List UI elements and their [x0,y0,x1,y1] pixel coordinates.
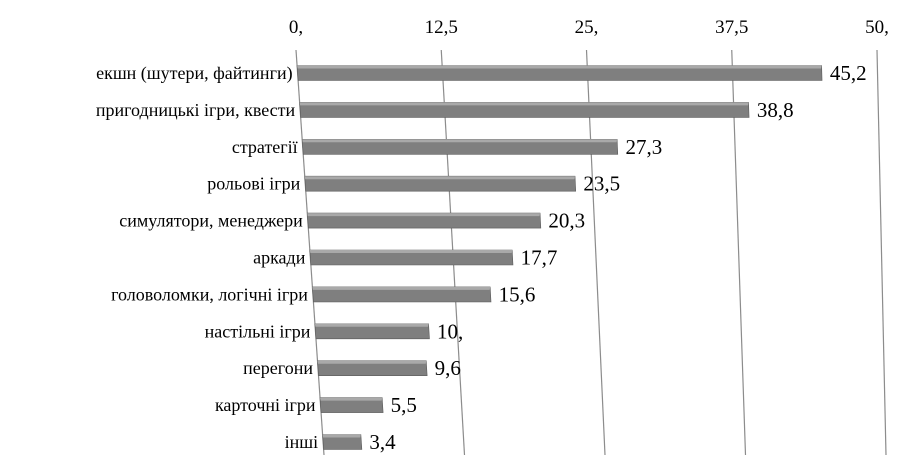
data-label: 23,5 [583,172,620,196]
grid-line [876,49,887,455]
data-label: 17,7 [521,246,558,270]
data-label: 3,4 [369,430,396,454]
category-label: карточні ігри [215,395,316,415]
bars [296,65,823,450]
bar-highlight [297,65,822,69]
category-label: аркади [253,248,306,268]
x-tick-label: 37,5 [715,17,748,38]
bar-highlight [304,176,576,180]
bar-highlight [314,323,429,327]
x-tick-label: 12,5 [425,17,458,38]
bar-highlight [320,397,383,401]
bar-highlight [299,102,749,106]
bar-highlight [307,213,541,217]
category-label: інші [285,432,319,452]
data-label: 20,3 [548,209,585,233]
x-axis-tick-labels: 0, 12,5 25, 37,5 50, [289,17,889,38]
data-label: 15,6 [499,282,536,306]
x-tick-label: 25, [575,17,599,38]
data-label: 38,8 [757,98,794,122]
category-labels: екшн (шутери, файтинги) пригодницькі ігри… [96,63,318,452]
bar-highlight [312,286,491,290]
bar-highlight [317,360,427,364]
x-tick-label: 0, [289,17,303,38]
x-tick-label: 50, [865,17,889,38]
category-label: настільні ігри [205,321,311,341]
bar-highlight [322,434,361,438]
category-label: екшн (шутери, файтинги) [96,63,293,84]
category-label: пригодницькі ігри, квести [96,100,296,120]
category-label: рольові ігри [207,174,300,194]
category-label: симулятори, менеджери [119,211,303,231]
bar-highlight [302,139,618,143]
category-label: перегони [243,358,313,378]
bar-highlight [309,250,513,253]
category-label: стратегії [232,137,298,157]
value-labels: 45,2 38,8 27,323,5 20,3 17,7 15,6 10, 9,6 5,5 3,4 [369,61,866,454]
category-label: головоломки, логічні ігри [111,284,308,304]
data-label: 9,6 [435,356,461,380]
data-label: 45,2 [830,61,867,85]
data-label: 27,3 [625,135,662,159]
data-label: 5,5 [391,393,417,417]
data-label: 10, [437,319,463,343]
